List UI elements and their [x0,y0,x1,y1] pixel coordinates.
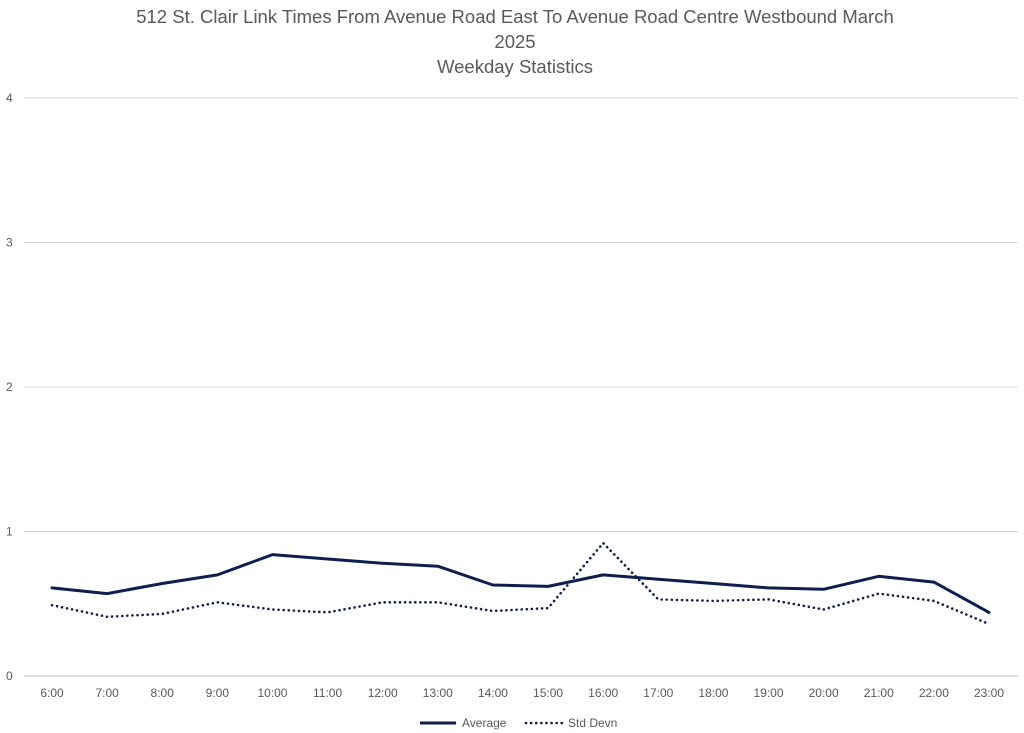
x-axis-ticks: 6:00 7:00 8:00 9:00 10:00 11:00 12:00 13:00 14:0… [40,686,1004,700]
y-tick-label: 3 [6,236,13,250]
x-tick-label: 9:00 [206,686,230,700]
x-tick-label: 20:00 [809,686,839,700]
x-tick-label: 22:00 [919,686,949,700]
x-tick-label: 21:00 [864,686,894,700]
x-tick-label: 17:00 [643,686,673,700]
x-tick-label: 19:00 [754,686,784,700]
x-tick-label: 15:00 [533,686,563,700]
x-tick-label: 6:00 [40,686,64,700]
series-line-1 [50,553,991,614]
x-tick-label: 16:00 [588,686,618,700]
x-tick-label: 8:00 [151,686,175,700]
chart-title-line-2: 2025 [494,31,536,52]
y-tick-label: 4 [6,91,13,105]
legend-label-1: Average [462,716,507,730]
chart-title: 512 St. Clair Link Times From Avenue Roa… [0,4,1024,79]
chart-title-line-1: 512 St. Clair Link Times From Avenue Roa… [136,6,894,27]
chart-title-line-3: Weekday Statistics [437,56,593,77]
series-line-2 [50,541,991,626]
y-tick-label: 1 [6,525,13,539]
x-tick-label: 13:00 [423,686,453,700]
x-tick-label: 10:00 [257,686,287,700]
legend: Average Std Devn [420,716,617,730]
x-tick-label: 23:00 [974,686,1004,700]
x-tick-label: 11:00 [313,686,342,700]
x-tick-label: 14:00 [478,686,508,700]
x-tick-label: 12:00 [368,686,398,700]
x-tick-label: 7:00 [95,686,119,700]
x-tick-label: 18:00 [698,686,728,700]
series-lines [50,541,991,626]
gridlines [24,97,1018,677]
y-tick-label: 2 [6,380,13,394]
legend-label-2: Std Devn [568,716,617,730]
y-tick-label: 0 [6,669,13,683]
y-axis-ticks: 0 1 2 3 4 [6,91,13,683]
